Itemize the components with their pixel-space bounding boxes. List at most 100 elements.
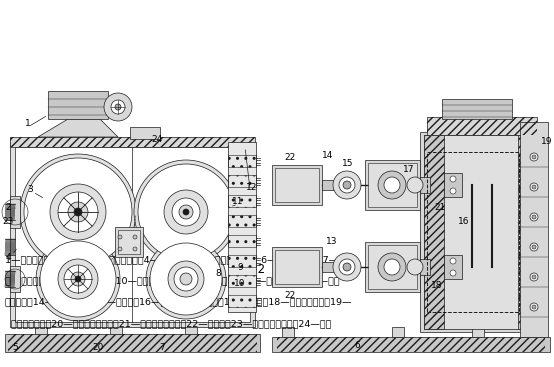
Text: 15: 15 <box>342 159 354 167</box>
Circle shape <box>532 215 536 219</box>
Bar <box>228 235 256 247</box>
Bar <box>228 175 256 187</box>
Circle shape <box>138 164 234 260</box>
Bar <box>365 242 420 292</box>
Bar <box>275 168 319 202</box>
Circle shape <box>532 305 536 309</box>
Circle shape <box>179 205 193 219</box>
Bar <box>228 255 256 267</box>
Circle shape <box>150 243 222 315</box>
Bar <box>15 147 250 322</box>
Bar <box>272 337 550 352</box>
Bar <box>322 180 337 190</box>
Bar <box>424 135 538 329</box>
Bar <box>48 91 108 119</box>
Bar <box>442 99 512 119</box>
Circle shape <box>104 93 132 121</box>
Bar <box>272 165 322 205</box>
Bar <box>427 117 537 135</box>
Bar <box>532 327 544 337</box>
Circle shape <box>118 247 122 251</box>
Circle shape <box>530 183 538 191</box>
Circle shape <box>530 303 538 311</box>
Bar <box>228 195 256 207</box>
Circle shape <box>68 202 88 222</box>
Circle shape <box>339 259 355 275</box>
Bar <box>444 173 462 197</box>
Circle shape <box>164 190 208 234</box>
Bar <box>10 137 255 147</box>
Bar <box>228 275 256 287</box>
Bar <box>185 322 197 334</box>
Bar <box>420 132 542 332</box>
Text: 18: 18 <box>431 280 443 290</box>
Circle shape <box>115 104 121 110</box>
Circle shape <box>183 209 189 215</box>
Text: 7: 7 <box>159 342 165 352</box>
Bar <box>130 127 160 139</box>
Circle shape <box>450 258 456 264</box>
Text: 9: 9 <box>237 262 243 272</box>
Bar <box>5 334 260 352</box>
Bar <box>420 177 430 193</box>
Circle shape <box>343 181 351 189</box>
Bar <box>228 215 256 227</box>
Text: 上辊的传动轴；20—下辊轴承的外壳；21—上辊的传动机座；22—电动机；23—上辊轴承的外壳；24—上盖: 上辊的传动轴；20—下辊轴承的外壳；21—上辊的传动机座；22—电动机；23—上… <box>5 319 331 328</box>
Polygon shape <box>38 119 118 137</box>
Circle shape <box>74 208 82 216</box>
Text: 22: 22 <box>284 153 296 161</box>
Circle shape <box>407 177 423 193</box>
Bar <box>424 135 444 329</box>
Circle shape <box>532 155 536 159</box>
Circle shape <box>58 192 98 232</box>
Text: 22: 22 <box>284 291 296 299</box>
Bar <box>427 117 537 135</box>
Bar <box>228 295 256 307</box>
Circle shape <box>333 171 361 199</box>
Text: 1: 1 <box>25 120 31 128</box>
Circle shape <box>20 154 136 270</box>
Text: 图 6-2   四辊破碎机图: 图 6-2 四辊破碎机图 <box>235 263 319 276</box>
Text: 1—给矿漏斗；2—轴承座；3—上辊的皮带轮；4—下辊的减震器；5—破碎机的底座；  6—下辊的传动机座；7—: 1—给矿漏斗；2—轴承座；3—上辊的皮带轮；4—下辊的减震器；5—破碎机的底座；… <box>5 255 338 264</box>
Circle shape <box>384 259 400 275</box>
Bar <box>10 196 20 228</box>
Circle shape <box>71 272 85 286</box>
Circle shape <box>133 247 137 251</box>
Bar <box>427 152 519 312</box>
Bar <box>518 135 538 329</box>
Circle shape <box>530 273 538 281</box>
Circle shape <box>58 259 98 299</box>
Bar <box>118 230 140 254</box>
Bar <box>392 327 404 337</box>
Bar <box>10 137 255 147</box>
Circle shape <box>450 270 456 276</box>
Circle shape <box>378 171 406 199</box>
Circle shape <box>24 158 132 266</box>
Bar <box>365 160 420 210</box>
Circle shape <box>343 263 351 271</box>
Text: 12: 12 <box>247 182 258 192</box>
Text: 17: 17 <box>403 166 415 174</box>
Circle shape <box>333 253 361 281</box>
Circle shape <box>530 153 538 161</box>
Circle shape <box>40 241 116 317</box>
Text: 8: 8 <box>215 269 221 279</box>
Circle shape <box>407 259 423 275</box>
Bar <box>520 122 548 337</box>
Bar <box>420 259 430 275</box>
Text: 24: 24 <box>151 134 163 143</box>
Bar <box>228 142 256 312</box>
Text: 11: 11 <box>232 196 244 206</box>
Bar <box>472 327 484 337</box>
Circle shape <box>111 100 125 114</box>
Circle shape <box>133 235 137 239</box>
Circle shape <box>75 276 81 282</box>
Bar <box>322 262 337 272</box>
Text: 2: 2 <box>5 203 11 211</box>
Bar <box>368 163 417 207</box>
Circle shape <box>180 273 192 285</box>
Bar <box>277 337 545 352</box>
Text: 轴承的连接螺腰；8—组盖；9—刀架；10—刀架的移动机构；11—上辊的减震器；12—破碎机的外壳；13—下辊: 轴承的连接螺腰；8—组盖；9—刀架；10—刀架的移动机构；11—上辊的减震器；1… <box>5 276 341 286</box>
Circle shape <box>530 243 538 251</box>
Bar <box>275 250 319 284</box>
